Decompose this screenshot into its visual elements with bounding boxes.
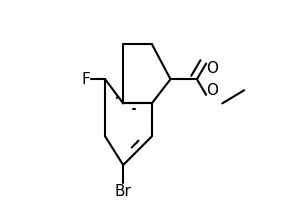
Text: Br: Br	[115, 184, 132, 199]
Text: O: O	[206, 61, 218, 76]
Text: O: O	[206, 83, 218, 98]
Text: F: F	[81, 72, 90, 87]
